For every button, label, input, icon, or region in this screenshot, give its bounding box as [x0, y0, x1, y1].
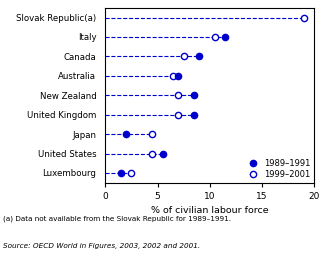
Legend: 1989–1991, 1999–2001: 1989–1991, 1999–2001	[245, 159, 310, 179]
Text: Source: OECD World in Figures, 2003, 2002 and 2001.: Source: OECD World in Figures, 2003, 200…	[3, 243, 200, 249]
Text: (a) Data not available from the Slovak Republic for 1989–1991.: (a) Data not available from the Slovak R…	[3, 215, 231, 222]
X-axis label: % of civilian labour force: % of civilian labour force	[151, 206, 269, 215]
